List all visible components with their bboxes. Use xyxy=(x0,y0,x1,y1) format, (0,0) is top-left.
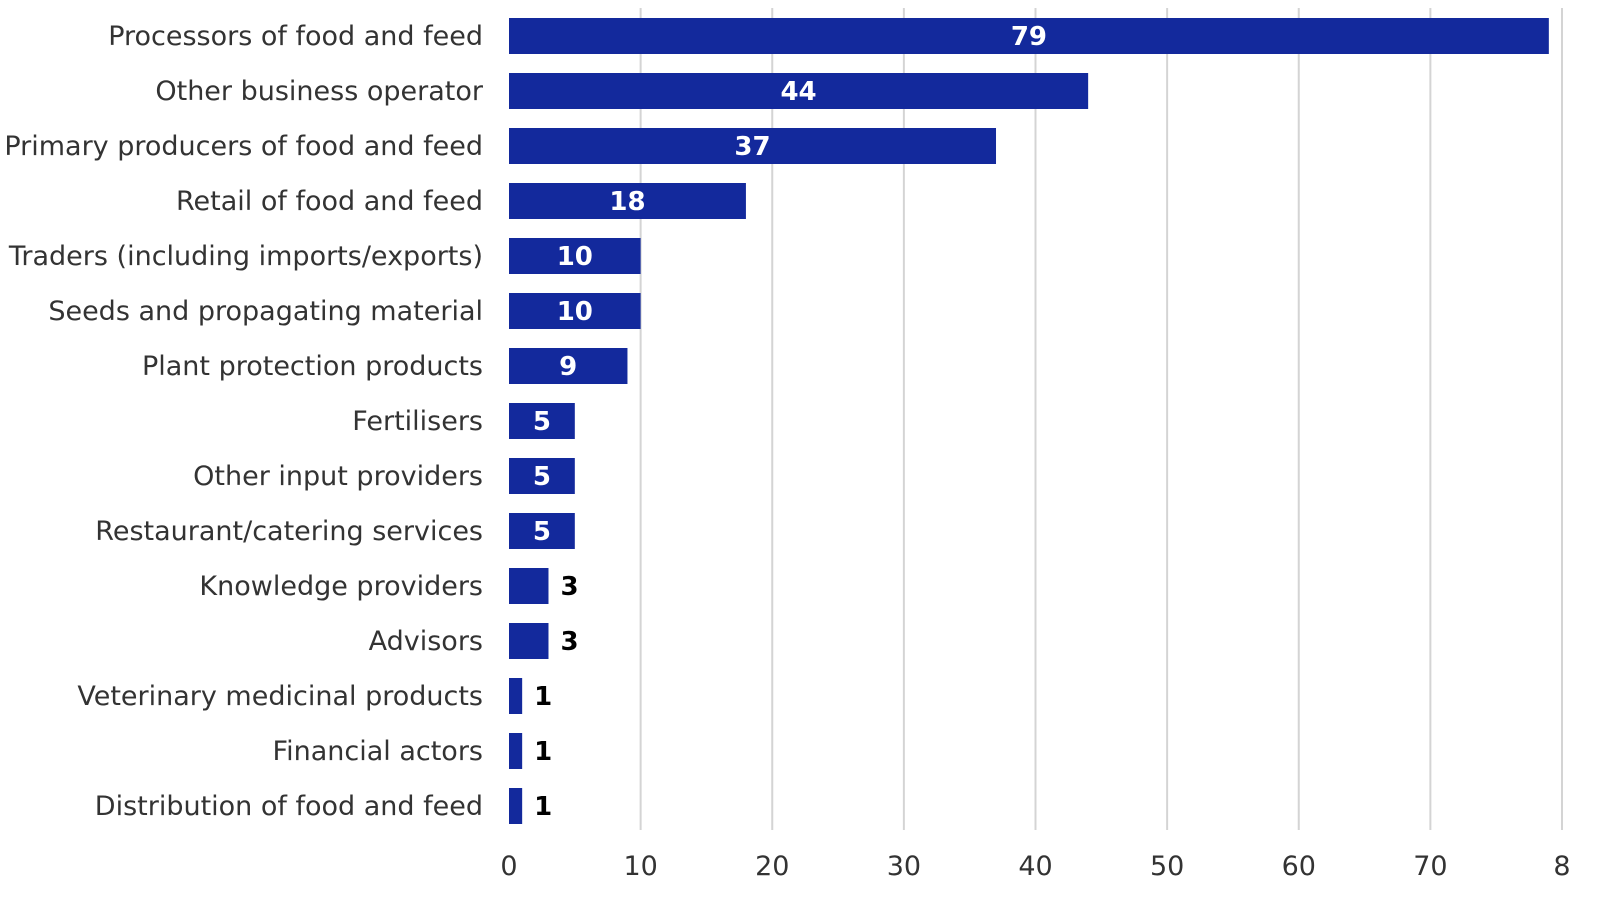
data-label: 5 xyxy=(533,407,551,437)
category-label: Other input providers xyxy=(193,461,483,492)
category-label: Other business operator xyxy=(155,76,484,107)
x-tick-label: 40 xyxy=(1018,851,1052,882)
x-tick-label: 50 xyxy=(1150,851,1184,882)
x-tick-label: 10 xyxy=(623,851,657,882)
data-label: 5 xyxy=(533,462,551,492)
bars xyxy=(509,18,1549,824)
bar xyxy=(509,623,549,659)
category-label: Primary producers of food and feed xyxy=(4,131,483,162)
category-label: Plant protection products xyxy=(142,351,483,382)
bar xyxy=(509,73,1089,109)
category-label: Fertilisers xyxy=(352,406,483,437)
x-axis-ticks: 0 10 20 30 40 50 60 70 8 xyxy=(500,851,1570,882)
x-tick-label: 30 xyxy=(887,851,921,882)
data-label: 1 xyxy=(534,737,552,767)
category-label: Traders (including imports/exports) xyxy=(8,241,483,272)
data-label: 44 xyxy=(780,77,816,107)
x-tick-label: 20 xyxy=(755,851,789,882)
category-label: Restaurant/catering services xyxy=(95,516,483,547)
x-tick-label: 60 xyxy=(1282,851,1316,882)
bar xyxy=(509,18,1549,54)
category-label: Financial actors xyxy=(273,736,483,767)
x-tick-label: 0 xyxy=(500,851,517,882)
category-label: Distribution of food and feed xyxy=(95,791,483,822)
data-label: 3 xyxy=(560,572,578,602)
category-label: Advisors xyxy=(369,626,483,657)
category-label: Retail of food and feed xyxy=(176,186,483,217)
data-label: 1 xyxy=(534,792,552,822)
data-label: 37 xyxy=(734,132,770,162)
category-label: Knowledge providers xyxy=(199,571,483,602)
data-label: 18 xyxy=(609,187,645,217)
bar xyxy=(509,293,641,329)
bar xyxy=(509,678,523,714)
data-label: 10 xyxy=(557,297,593,327)
bar xyxy=(509,513,575,549)
bar xyxy=(509,568,549,604)
bar xyxy=(509,183,746,219)
bar xyxy=(509,348,628,384)
x-tick-label: 70 xyxy=(1413,851,1447,882)
category-label: Seeds and propagating material xyxy=(48,296,483,327)
bar xyxy=(509,788,523,824)
category-labels: Processors of food and feed Other busines… xyxy=(4,21,484,822)
data-label: 10 xyxy=(557,242,593,272)
bar xyxy=(509,238,641,274)
data-label: 3 xyxy=(560,627,578,657)
bar xyxy=(509,403,575,439)
bar xyxy=(509,733,523,769)
data-label: 1 xyxy=(534,682,552,712)
bar xyxy=(509,458,575,494)
category-label: Veterinary medicinal products xyxy=(77,681,483,712)
data-label: 9 xyxy=(559,352,577,382)
bar xyxy=(509,128,997,164)
data-label: 79 xyxy=(1011,22,1047,52)
data-label: 5 xyxy=(533,517,551,547)
x-tick-label: 8 xyxy=(1553,851,1570,882)
category-label: Processors of food and feed xyxy=(108,21,483,52)
